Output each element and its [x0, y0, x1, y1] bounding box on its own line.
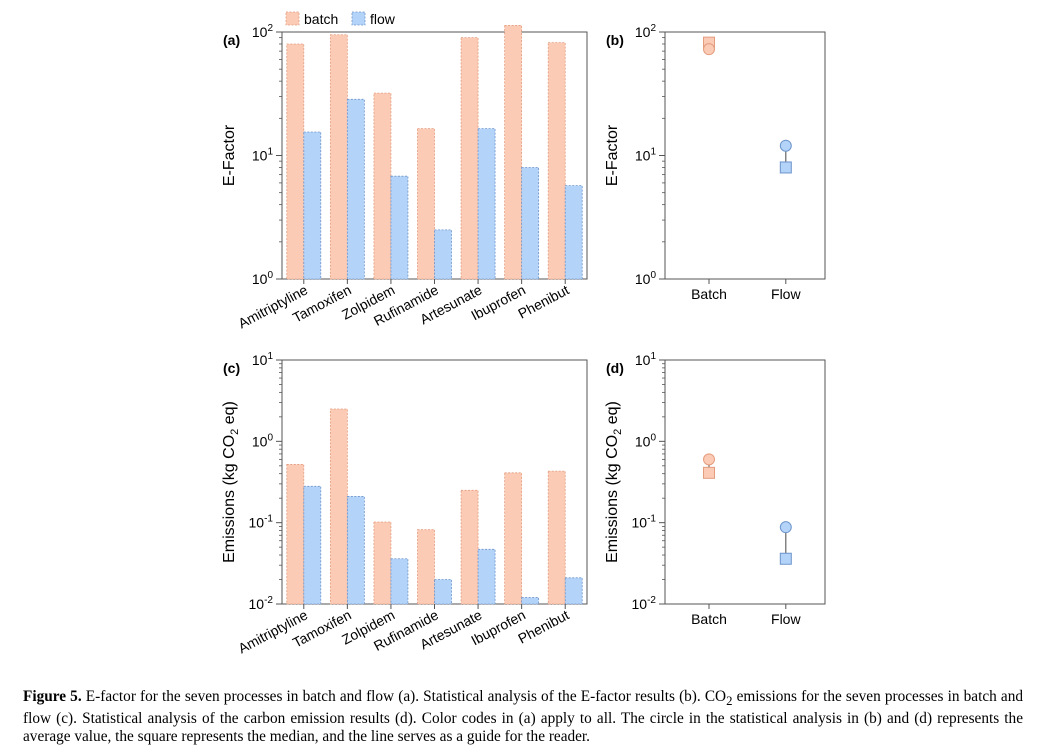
bar-flow-artesunate — [477, 128, 496, 280]
y-tick-label: 101 — [635, 147, 657, 164]
bar-flow-rufinamide — [434, 229, 452, 280]
average-circle-batch — [703, 43, 715, 56]
y-axis-label-d: Emissions (kg CO2 eq) — [604, 401, 624, 563]
y-axis-label-b: E-Factor — [604, 124, 621, 186]
y-axis-label-c: Emissions (kg CO2 eq) — [221, 401, 241, 563]
bar-flow-phenibut — [564, 185, 583, 280]
bar-batch-ibuprofen — [504, 25, 523, 280]
legend-swatch-flow — [351, 11, 366, 26]
y-tick-label: 100 — [635, 270, 657, 287]
panel-label-a: (a) — [223, 32, 240, 48]
bar-flow-tamoxifen — [346, 98, 365, 280]
y-tick-label: 101 — [252, 147, 274, 164]
caption-label: Figure 5. — [23, 688, 82, 705]
figure-caption: Figure 5. E-factor for the seven process… — [23, 688, 1023, 746]
caption-subscript: 2 — [726, 694, 733, 709]
y-tick-label: 100 — [635, 432, 657, 449]
bar-flow-artesunate — [477, 548, 496, 605]
average-circle-batch — [703, 453, 715, 466]
panel-d: 10-2 10-1 100 101 Emissions (kg CO2 eq) (d) Ba… — [604, 351, 826, 627]
y-tick-label: 100 — [252, 432, 274, 449]
y-tick-label: 10-1 — [249, 514, 274, 531]
average-circle-flow — [779, 139, 792, 152]
bar-batch-zolpidem — [373, 92, 392, 280]
bar-flow-zolpidem — [390, 558, 409, 605]
bar-batch-tamoxifen — [329, 408, 348, 605]
bar-batch-artesunate — [460, 37, 479, 280]
y-tick-label: 102 — [635, 23, 657, 40]
y-tick-label: 10-1 — [632, 514, 657, 531]
panel-label-d: (d) — [606, 360, 624, 376]
bar-flow-ibuprofen — [521, 167, 540, 280]
x-tick-label-batch: Batch — [691, 286, 727, 302]
y-tick-label: 10-2 — [632, 595, 657, 612]
bar-batch-phenibut — [547, 42, 566, 280]
y-axis-label-a: E-Factor — [221, 124, 238, 186]
bar-batch-tamoxifen — [329, 34, 348, 280]
legend-label-batch: batch — [304, 11, 338, 27]
caption-text-2: emissions for the seven processes in bat… — [23, 688, 1023, 746]
y-tick-label: 102 — [252, 23, 274, 40]
average-circle-flow — [779, 521, 792, 534]
bar-batch-amitriptyline — [286, 43, 305, 280]
x-tick-label-flow: Flow — [771, 611, 801, 627]
bar-flow-zolpidem — [390, 175, 409, 280]
bar-batch-rufinamide — [417, 128, 435, 280]
legend-label-flow: flow — [370, 11, 396, 27]
bar-flow-phenibut — [564, 577, 583, 605]
x-tick-label-flow: Flow — [771, 286, 801, 302]
legend: batch flow — [285, 11, 396, 27]
bar-flow-amitriptyline — [303, 485, 322, 605]
plot-frame-d — [664, 359, 826, 605]
x-tick-label-batch: Batch — [691, 611, 727, 627]
figure: batch flow100101102E-Factor(a)Amitriptyli… — [221, 11, 826, 656]
y-tick-label: 10-2 — [249, 595, 274, 612]
caption-text-1: E-factor for the seven processes in batc… — [81, 688, 727, 705]
y-tick-label: 101 — [635, 351, 657, 368]
bar-flow-amitriptyline — [303, 131, 322, 280]
panel-label-b: (b) — [606, 32, 624, 48]
panel-a: 100101102E-Factor(a)AmitriptylineTamoxif… — [221, 23, 588, 331]
x-tick-label-phenibut: Phenibut — [515, 606, 571, 646]
median-square-flow — [779, 161, 792, 174]
bar-batch-artesunate — [460, 489, 479, 605]
y-tick-label: 101 — [252, 351, 274, 368]
median-square-batch — [703, 466, 715, 479]
bar-flow-tamoxifen — [346, 496, 365, 605]
y-tick-label: 100 — [252, 270, 274, 287]
bar-batch-ibuprofen — [504, 472, 523, 605]
panel-label-c: (c) — [223, 360, 240, 376]
bar-batch-phenibut — [547, 470, 566, 605]
x-tick-label-phenibut: Phenibut — [515, 281, 571, 321]
median-square-flow — [779, 552, 792, 565]
bar-batch-zolpidem — [373, 521, 392, 605]
legend-swatch-batch — [285, 11, 300, 26]
bar-flow-rufinamide — [434, 579, 452, 605]
plot-frame-b — [664, 31, 826, 280]
bar-flow-ibuprofen — [521, 597, 540, 605]
bar-batch-rufinamide — [417, 529, 435, 605]
bar-batch-amitriptyline — [286, 464, 305, 605]
panel-b: 100 101 102 E-Factor (b) Batch Flow — [604, 23, 826, 302]
